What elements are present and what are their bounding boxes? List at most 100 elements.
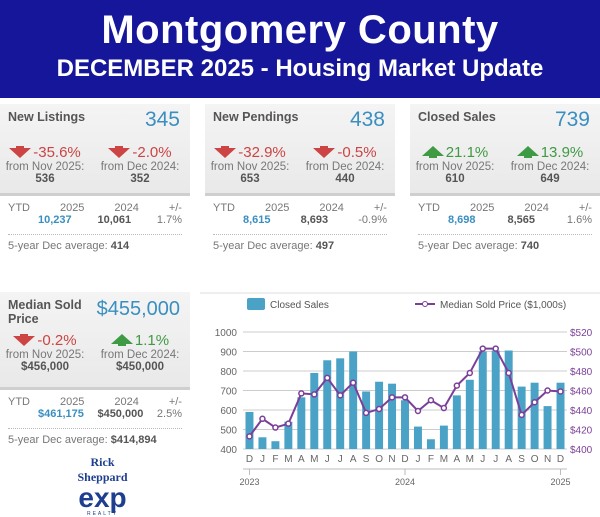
x-tick-label: F (272, 454, 278, 465)
line-point (440, 404, 448, 412)
y-tick-label: 500 (220, 426, 237, 437)
five-year-average: 5-year Dec average: 740 (418, 240, 592, 252)
change-percent: -2.0% (132, 144, 172, 161)
logo-sub: REALTY (86, 511, 119, 517)
change-c2: -0.5% from Dec 2024: 440 (300, 144, 390, 185)
bar (504, 350, 513, 449)
change-base: $450,000 (116, 361, 164, 373)
ytd-section: YTD 2025 2024 +/- 8,615 8,693 -0.9% 5-year De… (205, 196, 395, 258)
change-label: from Dec 2024: (100, 349, 180, 361)
ytd-label: YTD (8, 202, 30, 214)
divider (8, 234, 182, 235)
y2-tick-label: $520 (570, 328, 593, 339)
ytd-label: YTD (8, 396, 30, 408)
page-subtitle: DECEMBER 2025 - Housing Market Update (56, 55, 544, 82)
bar (556, 382, 565, 449)
ytd-change: -0.9% (358, 214, 387, 226)
change-base: 649 (540, 173, 560, 185)
logo: Rick Sheppard exp REALTY (65, 455, 140, 517)
stat-card: New Listings 345 -35.6% from Nov 2025: 5… (0, 104, 190, 258)
ytd-year2: 2024 (319, 202, 344, 214)
legend-swatch-point (422, 301, 428, 307)
x-tick-label: M (310, 454, 318, 465)
bar (426, 439, 435, 449)
change-label: from Nov 2025: (210, 161, 290, 173)
change-c1: 21.1% from Nov 2025: 610 (410, 144, 500, 185)
arrow-up-icon (516, 146, 539, 158)
ytd-year1: 2025 (469, 202, 495, 214)
change-label: from Dec 2024: (510, 161, 590, 173)
ytd-year2: 2024 (114, 396, 139, 408)
card-value: 739 (554, 108, 590, 131)
stat-card: New Pendings 438 -32.9% from Nov 2025: 6… (205, 104, 395, 258)
y2-tick-label: $460 (570, 387, 593, 398)
ytd-section: YTD 2025 2024 +/- 10,237 10,061 1.7% 5-year D… (0, 196, 190, 258)
ytd-year1: 2025 (264, 202, 290, 214)
x-tick-label: N (544, 454, 551, 465)
divider (418, 234, 592, 235)
line-point (323, 374, 331, 382)
line-point (246, 433, 253, 440)
ytd-change-label: +/- (578, 202, 592, 214)
arrow-down-icon (9, 146, 32, 158)
closed-sales-median-price-chart: 400 $400 500 $420 600 $440 700 $460 800 $480 900 $5… (200, 292, 600, 487)
card-title: Median Sold Price (8, 298, 82, 326)
x-tick-label: J (260, 454, 265, 465)
card-value: 438 (349, 108, 385, 131)
y-tick-label: 1000 (215, 328, 238, 339)
change-percent: -32.9% (238, 144, 286, 161)
avg-value: 740 (520, 240, 540, 252)
ytd-change-label: +/- (168, 396, 182, 408)
line-point (492, 345, 499, 352)
bar (258, 437, 267, 449)
arrow-up-icon (110, 334, 133, 346)
bar (271, 441, 280, 449)
x-tick-label: J (415, 454, 420, 465)
y-tick-label: 700 (220, 387, 237, 398)
logo-brand: exp (78, 482, 127, 513)
bar (310, 372, 319, 449)
bar (375, 381, 384, 449)
change-base: 440 (335, 173, 355, 185)
ytd-value-current: 8,615 (243, 214, 271, 226)
five-year-average: 5-year Dec average: 414 (8, 240, 182, 252)
line-point (336, 392, 344, 399)
stat-card: Median Sold Price $455,000 -0.2% from No… (0, 292, 190, 452)
card-value: $455,000 (96, 298, 180, 320)
x-tick-label: M (284, 454, 292, 465)
x-tick-label: D (246, 454, 253, 465)
line-point (401, 394, 409, 401)
x-tick-label: J (338, 454, 343, 465)
line-point (388, 394, 396, 401)
arrow-down-icon (13, 334, 36, 346)
line-point (466, 369, 474, 377)
ytd-value-prior: 10,061 (97, 214, 132, 226)
ytd-change: 1.6% (566, 214, 592, 226)
x-tick-label: A (350, 454, 357, 465)
bar (478, 351, 487, 449)
line-point (453, 382, 461, 389)
line-point (259, 415, 266, 423)
x-tick-label: M (440, 454, 448, 465)
ytd-value-prior: 8,565 (507, 214, 535, 226)
arrow-down-icon (313, 146, 336, 158)
year-label: 2023 (239, 477, 259, 487)
legend-label: Median Sold Price ($1,000s) (440, 300, 566, 311)
line-point (285, 420, 292, 427)
change-base: 536 (35, 173, 55, 185)
change-base: 653 (240, 173, 260, 185)
line-point (375, 405, 383, 413)
card-title: New Listings (8, 110, 86, 124)
change-percent: 13.9% (540, 144, 584, 161)
ytd-change-label: +/- (168, 202, 182, 214)
ytd-value-prior: $450,000 (97, 408, 144, 420)
ytd-value-prior: 8,693 (300, 214, 329, 226)
line-point (311, 391, 318, 398)
line-point (414, 407, 422, 415)
line-point (531, 398, 538, 406)
divider (213, 234, 387, 235)
bar (284, 421, 293, 449)
x-tick-label: A (505, 454, 512, 465)
change-percent: -0.2% (37, 332, 77, 349)
x-tick-label: J (480, 454, 485, 465)
